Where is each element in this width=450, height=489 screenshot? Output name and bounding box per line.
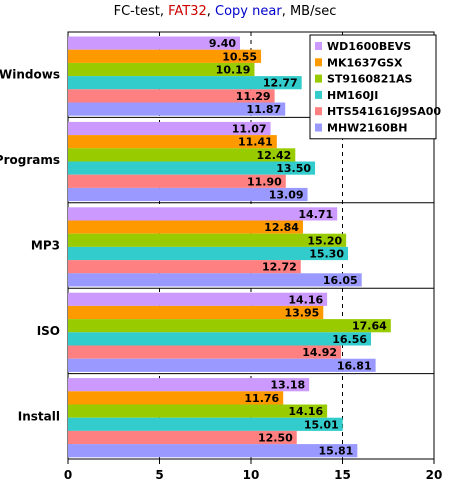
value-label: 14.16 (288, 293, 323, 306)
bar (68, 378, 310, 392)
value-label: 9.40 (209, 37, 236, 50)
legend-label: HTS541616J9SA00 (327, 105, 441, 118)
bar (68, 174, 286, 188)
x-tick-label: 0 (64, 468, 72, 482)
value-label: 11.07 (232, 123, 267, 136)
bar (68, 187, 308, 202)
value-label: 13.09 (269, 189, 304, 202)
legend-swatch (315, 74, 322, 83)
value-label: 14.16 (288, 405, 323, 418)
value-label: 16.56 (332, 333, 367, 346)
bar (68, 89, 275, 103)
legend-label: HM160JI (327, 89, 378, 102)
bar (68, 273, 362, 287)
bar (68, 332, 372, 346)
value-label: 15.81 (319, 445, 354, 458)
value-label: 11.76 (244, 392, 279, 405)
bar (68, 391, 284, 405)
legend-swatch (315, 123, 322, 132)
value-label: 11.41 (238, 136, 273, 149)
x-tick-label: 20 (426, 468, 443, 482)
bar (68, 121, 271, 136)
value-label: 15.20 (307, 234, 342, 247)
bar (68, 417, 343, 431)
chart-title: FC-test, FAT32, Copy near, MB/sec (0, 4, 450, 19)
value-label: 13.95 (284, 307, 319, 320)
category-label: Windows (0, 68, 60, 82)
title-part: Copy near (215, 4, 282, 19)
bar (68, 319, 391, 333)
bar (68, 62, 255, 77)
bar (68, 220, 303, 234)
value-label: 11.90 (247, 175, 282, 188)
value-label: 15.30 (309, 248, 344, 261)
legend-label: MK1637GSX (327, 56, 403, 69)
value-label: 12.72 (262, 261, 297, 274)
value-label: 15.01 (304, 418, 339, 431)
value-label: 13.18 (270, 379, 305, 392)
bar (68, 404, 328, 418)
bar (68, 36, 241, 50)
bar (68, 49, 262, 63)
value-label: 10.55 (222, 50, 257, 63)
category-label: Programs (0, 153, 60, 167)
bar (68, 305, 324, 320)
value-label: 11.29 (236, 90, 271, 103)
value-label: 14.71 (298, 208, 333, 221)
title-part: FC-test, (113, 4, 169, 19)
bar (68, 148, 296, 162)
bar (68, 76, 302, 90)
bar (68, 135, 277, 149)
x-tick-label: 10 (243, 468, 260, 482)
legend-label: ST9160821AS (327, 73, 413, 86)
title-part: , MB/sec (281, 4, 337, 19)
category-label: MP3 (31, 239, 60, 253)
bar (68, 233, 347, 247)
legend-swatch (315, 42, 322, 50)
x-tick-label: 5 (155, 468, 163, 482)
bar (68, 102, 286, 116)
value-label: 12.84 (264, 221, 299, 234)
value-label: 12.77 (263, 77, 298, 90)
legend (309, 34, 437, 140)
bar (68, 444, 358, 458)
legend-swatch (315, 107, 322, 116)
bar (68, 161, 316, 175)
value-label: 17.64 (352, 320, 387, 333)
value-label: 16.05 (323, 274, 358, 287)
value-label: 10.19 (216, 64, 251, 77)
legend-label: WD1600BEVS (327, 40, 411, 53)
bar (68, 207, 338, 221)
title-part: FAT32 (168, 4, 207, 19)
value-label: 12.42 (256, 149, 291, 162)
legend-swatch (315, 58, 322, 67)
category-label: ISO (37, 324, 60, 338)
bar (68, 246, 348, 261)
bar (68, 260, 301, 274)
legend-label: MHW2160BH (327, 122, 408, 135)
bar (68, 292, 328, 306)
bar (68, 430, 297, 445)
value-label: 13.50 (276, 162, 311, 175)
value-label: 14.92 (302, 346, 337, 359)
bar (68, 345, 342, 359)
title-part: , (206, 4, 216, 19)
bar (68, 358, 376, 372)
value-label: 12.50 (258, 432, 293, 445)
category-label: Install (18, 409, 60, 423)
value-label: 16.81 (337, 359, 372, 372)
x-tick-label: 15 (334, 468, 351, 482)
value-label: 11.87 (246, 103, 281, 116)
legend-swatch (315, 90, 322, 99)
